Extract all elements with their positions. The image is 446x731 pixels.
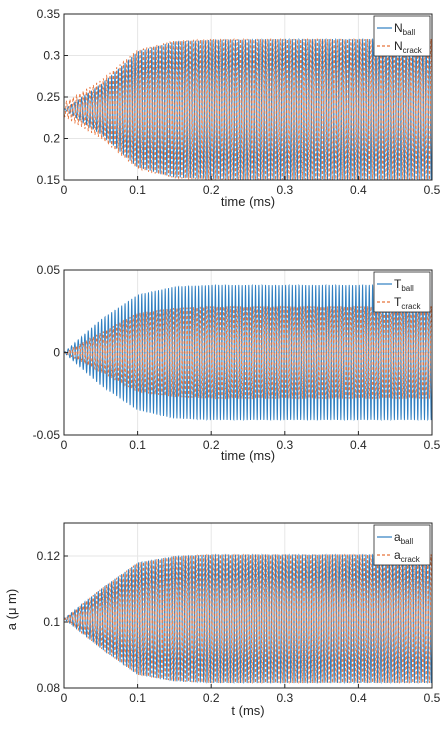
x-tick-label: 0 [61, 183, 68, 197]
x-axis-label: t (ms) [231, 703, 264, 718]
x-tick-label: 0.3 [276, 183, 293, 197]
y-tick-label: 0.1 [43, 615, 60, 629]
legend-entry-base: T [394, 277, 402, 291]
legend-entry-base: a [394, 530, 401, 544]
y-tick-label: 0.05 [37, 263, 61, 277]
legend-entry-base: N [394, 39, 403, 53]
x-tick-label: 0.1 [129, 183, 146, 197]
y-tick-label: 0.25 [37, 90, 61, 104]
legend-box [373, 271, 431, 313]
x-tick-label: 0 [61, 438, 68, 452]
chart-panel-1: 0 0.1 0.2 0.3 0.4 0.5 0.15 0.2 0.25 0.3 0.35 time (… [37, 7, 441, 209]
legend-entry-subscript: crack [401, 555, 421, 564]
y-tick-label: 0 [53, 346, 60, 360]
y-tick-label: 0.35 [37, 7, 61, 21]
y-tick-label: 0.3 [43, 49, 60, 63]
x-tick-label: 0.3 [276, 438, 293, 452]
y-tick-label: -0.05 [33, 428, 61, 442]
x-tick-label: 0.5 [424, 183, 441, 197]
legend-box [373, 15, 431, 57]
x-tick-label: 0.1 [129, 691, 146, 705]
legend-entry-ball: aball [394, 530, 413, 546]
legend-entry-subscript: ball [401, 537, 414, 546]
legend-entry-ball: Nball [394, 21, 415, 37]
y-tick-label: 0.08 [37, 681, 61, 695]
series-line-crack [64, 305, 432, 400]
x-tick-label: 0.4 [350, 183, 367, 197]
legend-entry-crack: Ncrack [394, 39, 423, 55]
legend-box [373, 524, 431, 566]
chart-panel-3: 0 0.1 0.2 0.3 0.4 0.5 0.08 0.1 0.12 t (ms) a (μ m)… [4, 522, 441, 718]
axes-box [63, 522, 433, 689]
legend-entry-subscript: ball [403, 28, 416, 37]
x-axis-label: time (ms) [221, 194, 275, 209]
x-tick-label: 0 [61, 691, 68, 705]
legend-entry-base: a [394, 548, 401, 562]
legend-entry-subscript: crack [401, 302, 421, 311]
x-tick-label: 0.4 [350, 691, 367, 705]
x-tick-label: 0.2 [203, 691, 220, 705]
legend-entry-base: N [394, 21, 403, 35]
y-tick-label: 0.15 [37, 173, 61, 187]
x-tick-label: 0.3 [276, 691, 293, 705]
legend-entry-base: T [394, 295, 402, 309]
y-tick-label: 0.12 [37, 549, 61, 563]
series-line-ball [64, 283, 432, 422]
legend-entry-crack: Tcrack [394, 295, 421, 311]
x-tick-label: 0.5 [424, 438, 441, 452]
y-axis-label: a (μ m) [4, 589, 19, 630]
legend-entry-subscript: ball [401, 284, 414, 293]
x-tick-label: 0.2 [203, 183, 220, 197]
legend-entry-subscript: crack [403, 46, 423, 55]
y-tick-label: 0.2 [43, 132, 60, 146]
x-tick-label: 0.5 [424, 691, 441, 705]
series-line-crack [64, 37, 432, 180]
x-axis-label: time (ms) [221, 448, 275, 463]
legend-entry-crack: acrack [394, 548, 421, 564]
legend-entry-ball: Tball [394, 277, 414, 293]
x-tick-label: 0.4 [350, 438, 367, 452]
x-tick-label: 0.2 [203, 438, 220, 452]
x-tick-label: 0.1 [129, 438, 146, 452]
series-line-crack [64, 553, 432, 684]
